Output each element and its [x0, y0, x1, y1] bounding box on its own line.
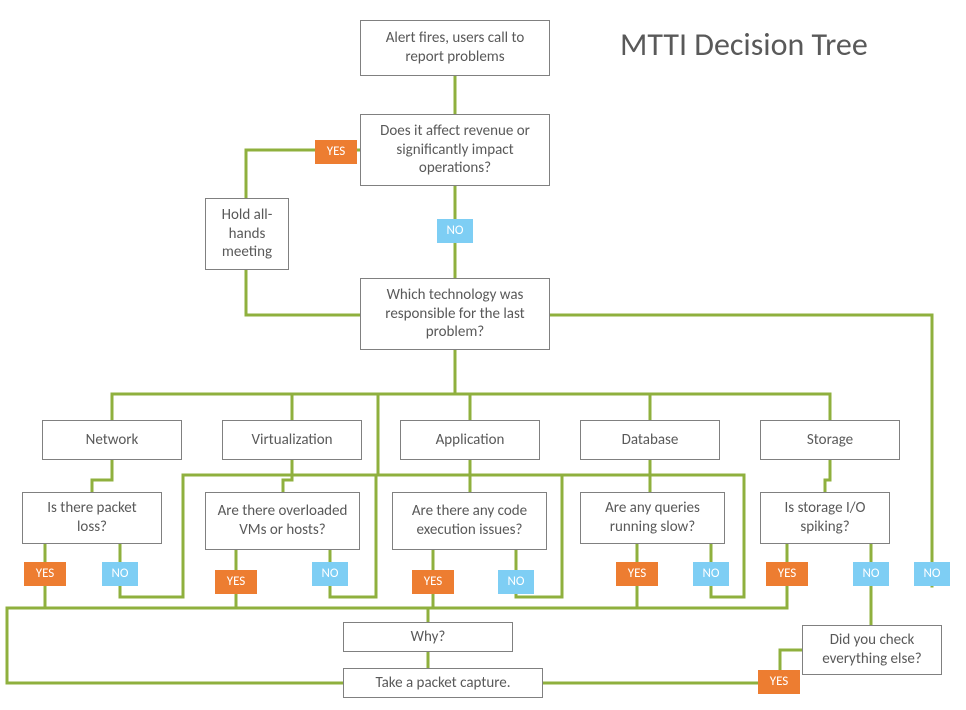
node-label: YES — [424, 574, 443, 590]
node-label: Storage — [807, 431, 853, 450]
node-b_rev_no: NO — [437, 219, 473, 243]
node-label: NO — [703, 566, 720, 582]
node-label: Alert fires, users call to report proble… — [369, 29, 541, 67]
diagram-title: MTTI Decision Tree — [620, 25, 868, 64]
node-n_pktloss: Is there packet loss? — [22, 492, 162, 544]
node-b_net_no: NO — [102, 562, 138, 586]
node-n_which: Which technology was responsible for the… — [360, 278, 550, 350]
node-n_network: Network — [42, 420, 182, 460]
node-label: YES — [628, 566, 647, 582]
node-label: Are there overloaded VMs or hosts? — [214, 502, 351, 540]
node-n_code: Are there any code execution issues? — [392, 492, 547, 550]
node-label: NO — [924, 566, 941, 582]
node-label: NO — [447, 223, 464, 239]
node-b_db_yes: YES — [616, 562, 658, 586]
node-label: Which technology was responsible for the… — [369, 286, 541, 342]
node-label: Why? — [411, 628, 446, 647]
node-label: NO — [863, 566, 880, 582]
node-label: Database — [622, 431, 679, 450]
node-label: Application — [436, 431, 505, 450]
edges-layer — [0, 0, 966, 710]
node-b_chk_yes: YES — [758, 670, 800, 694]
node-label: YES — [36, 566, 55, 582]
node-label: Virtualization — [251, 431, 332, 450]
node-label: YES — [770, 674, 789, 690]
node-b_net_yes: YES — [24, 562, 66, 586]
node-label: Does it affect revenue or significantly … — [369, 122, 541, 178]
node-label: YES — [778, 566, 797, 582]
node-b_app_yes: YES — [412, 570, 454, 594]
node-label: YES — [327, 144, 346, 160]
node-n_app: Application — [400, 420, 540, 460]
node-n_storage: Storage — [760, 420, 900, 460]
node-n_hold: Hold all-hands meeting — [205, 198, 289, 270]
node-n_check: Did you check everything else? — [802, 625, 942, 675]
node-label: Is storage I/O spiking? — [769, 499, 881, 537]
node-label: Hold all-hands meeting — [214, 206, 280, 262]
node-label: YES — [227, 574, 246, 590]
node-n_why: Why? — [343, 622, 513, 652]
node-n_revenue: Does it affect revenue or significantly … — [360, 114, 550, 186]
node-n_vms: Are there overloaded VMs or hosts? — [205, 492, 360, 550]
node-label: Is there packet loss? — [31, 499, 153, 537]
node-label: Are there any code execution issues? — [401, 502, 538, 540]
node-b_virt_no: NO — [312, 562, 348, 586]
node-n_alert: Alert fires, users call to report proble… — [360, 20, 550, 76]
node-label: NO — [112, 566, 129, 582]
node-b_sto_no: NO — [853, 562, 889, 586]
node-n_capture: Take a packet capture. — [343, 668, 543, 698]
node-label: Take a packet capture. — [375, 674, 510, 693]
node-label: Network — [86, 431, 139, 450]
node-label: Did you check everything else? — [811, 631, 933, 669]
node-b_rev_yes: YES — [315, 140, 357, 164]
node-b_app_no: NO — [498, 570, 534, 594]
node-n_db: Database — [580, 420, 720, 460]
node-b_virt_yes: YES — [215, 570, 257, 594]
node-b_db_no: NO — [693, 562, 729, 586]
node-b_sto_yes: YES — [766, 562, 808, 586]
node-b_far_no: NO — [914, 562, 950, 586]
node-label: NO — [322, 566, 339, 582]
node-n_virt: Virtualization — [222, 420, 362, 460]
flowchart-stage: MTTI Decision Tree Alert fires, users ca… — [0, 0, 966, 710]
node-n_queries: Are any queries running slow? — [580, 492, 725, 544]
node-n_io: Is storage I/O spiking? — [760, 492, 890, 544]
node-label: NO — [508, 574, 525, 590]
node-label: Are any queries running slow? — [589, 499, 716, 537]
